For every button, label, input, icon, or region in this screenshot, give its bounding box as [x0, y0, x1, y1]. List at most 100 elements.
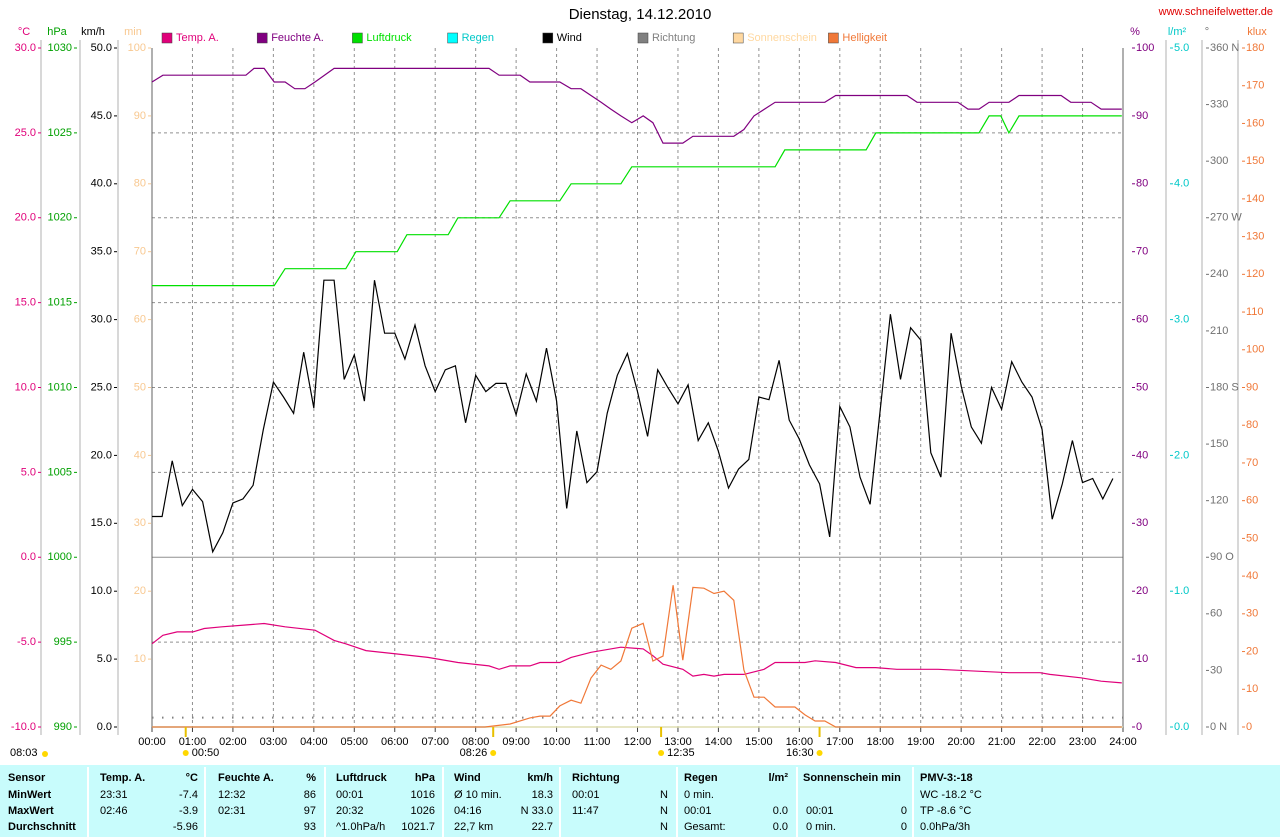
y-tick-label: 60 [134, 314, 146, 326]
y-tick-label: 240 [1210, 268, 1228, 280]
y-tick-label: 20.0 [15, 212, 36, 224]
x-tick-label: 11:00 [584, 736, 611, 748]
table-cell: 0 [901, 821, 907, 833]
legend-swatch [447, 32, 458, 44]
y-tick-label: 0.0 [21, 551, 36, 563]
y-tick-label: 1030 [48, 42, 72, 54]
x-tick-label: 12:00 [624, 736, 652, 748]
table-cell: 11:47 [572, 805, 599, 817]
table-header: Feuchte A. [218, 772, 274, 784]
series-line [151, 67, 1122, 144]
y-tick-label: 40 [134, 449, 146, 461]
table-cell: 1016 [411, 789, 435, 801]
y-tick-label: 180 S [1210, 381, 1239, 393]
x-tick-label: 07:00 [421, 736, 449, 748]
y-tick-label: 20 [134, 585, 146, 597]
table-header: km/h [527, 772, 553, 784]
x-tick-label: 16:00 [786, 736, 814, 748]
y-tick-label: 70 [1136, 246, 1148, 258]
y-tick-label: 150 [1246, 155, 1264, 167]
series-line [152, 585, 1122, 728]
y-tick-label: 1000 [48, 551, 72, 563]
y-tick-label: 35.0 [91, 246, 112, 258]
series-line [152, 279, 1114, 554]
time-label: 08:26 [460, 747, 488, 759]
table-cell: 0.0 [773, 805, 788, 817]
table-cell: 23:31 [100, 789, 128, 801]
y-tick-label: -10.0 [11, 721, 36, 733]
y-tick-label: 80 [134, 178, 146, 190]
y-tick-label: 120 [1246, 268, 1264, 280]
legend-label: Helligkeit [842, 32, 887, 44]
axis-unit: ° [1205, 26, 1209, 38]
legend-label: Wind [557, 32, 582, 44]
x-tick-label: 09:00 [502, 736, 530, 748]
y-tick-label: 10 [1136, 653, 1148, 665]
table-cell: 00:01 [572, 789, 600, 801]
axis-unit: % [1130, 26, 1140, 38]
x-tick-label: 01:00 [179, 736, 207, 748]
y-tick-label: 30.0 [15, 42, 36, 54]
y-tick-label: 50 [134, 381, 146, 393]
table-cell: 1021.7 [401, 821, 435, 833]
table-header: % [306, 772, 316, 784]
y-tick-label: 60 [1136, 314, 1148, 326]
time-marker-dot [658, 750, 665, 756]
axis-unit: km/h [81, 26, 105, 38]
table-header: l/m² [768, 772, 788, 784]
y-tick-label: 30 [1246, 608, 1258, 620]
y-tick-label: 210 [1210, 325, 1228, 337]
table-header: PMV-3:-18 [920, 772, 973, 784]
y-tick-label: 50 [1136, 381, 1148, 393]
axis-unit: l/m² [1168, 26, 1187, 38]
legend-swatch [732, 32, 744, 44]
y-tick-label: 40 [1246, 570, 1258, 582]
legend-swatch [352, 32, 363, 44]
y-tick-label: 130 [1246, 231, 1264, 243]
y-tick-label: 50.0 [91, 42, 112, 54]
x-tick-label: 13:00 [664, 736, 692, 748]
table-header: °C [186, 772, 198, 784]
x-tick-label: 18:00 [866, 736, 894, 748]
y-tick-label: 5.0 [1174, 42, 1189, 54]
table-header: Temp. A. [100, 772, 145, 784]
legend-label: Sonnenschein [747, 32, 817, 44]
y-tick-label: 110 [1246, 306, 1264, 318]
y-tick-label: 20 [1246, 645, 1258, 657]
legend-label: Feuchte A. [271, 32, 324, 44]
table-cell: 12:32 [218, 789, 246, 801]
table-header: hPa [415, 772, 436, 784]
y-tick-label: 100 [128, 42, 146, 54]
y-tick-label: 140 [1246, 193, 1264, 205]
x-tick-label: 06:00 [381, 736, 409, 748]
y-tick-label: 40 [1136, 449, 1148, 461]
time-marker-dot [182, 750, 189, 756]
table-cell: 00:01 [336, 789, 364, 801]
y-tick-label: 20 [1136, 585, 1148, 597]
y-tick-label: 990 [54, 721, 72, 733]
y-tick-label: 30 [134, 517, 146, 529]
x-tick-label: 00:00 [138, 736, 166, 748]
y-tick-label: 10.0 [91, 585, 112, 597]
y-tick-label: 70 [1246, 457, 1258, 469]
y-tick-label: 0 [1136, 721, 1142, 733]
table-cell: N [660, 805, 668, 817]
legend-swatch [256, 32, 268, 44]
chart-title: Dienstag, 14.12.2010 [569, 6, 712, 23]
x-tick-label: 10:00 [543, 736, 571, 748]
y-tick-label: 1.0 [1174, 585, 1189, 597]
y-tick-label: 25.0 [15, 127, 36, 139]
table-cell: 02:46 [100, 805, 128, 817]
x-tick-label: 17:00 [826, 736, 854, 748]
table-cell: 97 [304, 805, 316, 817]
y-tick-label: 25.0 [91, 381, 112, 393]
time-label: 00:50 [192, 747, 220, 759]
y-tick-label: 1005 [48, 466, 72, 478]
table-cell: 0.0hPa/3h [920, 821, 970, 833]
y-tick-label: 10 [134, 653, 146, 665]
y-tick-label: 60 [1246, 495, 1258, 507]
y-tick-label: 80 [1246, 419, 1258, 431]
y-tick-label: 80 [1136, 178, 1148, 190]
legend-label: Luftdruck [366, 32, 412, 44]
